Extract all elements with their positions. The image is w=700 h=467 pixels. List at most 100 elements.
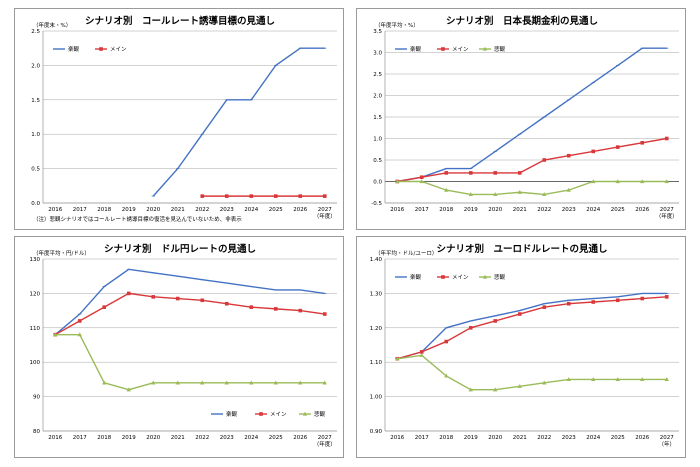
y-tick-label: 130 <box>30 257 41 263</box>
x-tick-label: 2019 <box>122 207 136 213</box>
x-tick-label: 2018 <box>97 207 111 213</box>
data-point-pessimistic <box>249 380 254 385</box>
data-point-main <box>640 296 645 301</box>
series-line-optimistic <box>152 47 325 197</box>
x-tick-label: 2026 <box>293 435 307 441</box>
usdjpy-chart: シナリオ別 ドル円レートの見通し （年度平均・円/ドル） 80 90 100 110 120… <box>30 243 337 448</box>
data-point-main <box>542 305 547 309</box>
legend-label-pessimistic: 悲観 <box>494 45 506 53</box>
data-point-main <box>322 312 327 316</box>
data-point-pessimistic <box>126 387 131 392</box>
x-tick-label: 2021 <box>171 207 185 213</box>
legend-label-optimistic: 楽観 <box>410 273 422 281</box>
chart-title: シナリオ別 ユーロドルレートの見通し <box>436 243 607 255</box>
series-line-optimistic <box>397 47 667 183</box>
data-point-main <box>419 175 424 179</box>
legend-label-main: メイン <box>452 47 469 53</box>
series-line-pessimistic <box>55 333 325 391</box>
x-tick-label: 2023 <box>220 207 234 213</box>
data-point-main <box>273 194 278 198</box>
x-tick-label: 2025 <box>611 207 625 213</box>
data-point-pessimistic <box>444 187 449 192</box>
legend-label-pessimistic: 悲観 <box>314 410 326 418</box>
x-tick-label: 2027 <box>660 435 674 441</box>
data-point-main <box>444 171 449 175</box>
data-point-pessimistic <box>395 356 400 361</box>
y-tick-label: 1.00 <box>370 395 383 401</box>
x-unit-label: （年） <box>658 440 675 448</box>
data-point-main <box>298 308 303 313</box>
legend-marker-pessimistic <box>482 46 488 51</box>
data-point-main <box>566 301 571 306</box>
x-tick-label: 2018 <box>439 435 453 441</box>
data-point-main <box>322 194 327 198</box>
y-tick-label: 2.0 <box>373 94 382 100</box>
x-tick-label: 2026 <box>635 207 649 213</box>
data-point-main <box>175 296 180 301</box>
data-point-main <box>224 301 229 306</box>
y-tick-label: 3.0 <box>373 51 382 57</box>
data-point-main <box>591 300 596 304</box>
x-tick-label: 2016 <box>390 435 404 441</box>
chart-title: シナリオ別 コールレート誘導目標の見通し <box>85 15 275 27</box>
x-tick-label: 2024 <box>586 207 600 213</box>
eurusd-chart: シナリオ別 ユーロドルレートの見通し（年平均・ドル/ユーロ） 0.90 1.00 1.… <box>370 243 679 448</box>
x-tick-label: 2020 <box>488 435 502 441</box>
legend-label-main: メイン <box>110 47 127 53</box>
y-tick-label: 2.0 <box>31 63 40 69</box>
data-point-pessimistic <box>542 192 547 196</box>
data-point-main <box>542 158 547 162</box>
legend-marker-main <box>259 412 263 416</box>
unit-label: （年度平均・円/ドル） <box>33 249 90 257</box>
series-line-main <box>397 296 667 360</box>
y-tick-label: 1.30 <box>370 291 383 297</box>
x-tick-label: 2027 <box>318 435 332 441</box>
footnote: （注）悲観シナリオではコールレート誘導目標の復活を見込んでいないため、非表示 <box>33 215 242 223</box>
x-tick-label: 2022 <box>537 207 551 213</box>
chart-title: シナリオ別 ドル円レートの見通し <box>104 243 256 255</box>
data-point-pessimistic <box>322 380 327 385</box>
data-point-pessimistic <box>640 377 645 381</box>
chart-panel-eurusd: シナリオ別 ユーロドルレートの見通し （年平均・ドル/ユーロ） 0.90 1.00 1.… <box>356 236 686 458</box>
y-tick-label: 1.0 <box>31 132 40 138</box>
data-point-main <box>468 326 473 330</box>
data-point-pessimistic <box>566 187 571 192</box>
y-tick-label: 100 <box>30 360 41 366</box>
chart-panel-jgb-yield: シナリオ別 日本長期金利の見通し （年度平均・%） -0.5 0.0 0.5 1.0 1.5… <box>356 8 686 230</box>
data-point-pessimistic <box>591 179 596 184</box>
data-point-pessimistic <box>200 380 205 385</box>
data-point-main <box>517 312 522 316</box>
x-tick-label: 2027 <box>660 207 674 213</box>
data-point-pessimistic <box>53 332 58 337</box>
x-tick-label: 2019 <box>464 435 478 441</box>
y-tick-label: 1.10 <box>370 360 383 366</box>
x-tick-label: 2018 <box>439 207 453 213</box>
y-tick-label: 1.0 <box>373 137 382 143</box>
x-tick-label: 2022 <box>195 435 209 441</box>
x-tick-label: 2017 <box>73 435 87 441</box>
legend-marker-main <box>99 47 103 51</box>
data-point-pessimistic <box>591 377 596 381</box>
y-tick-label: 0.5 <box>373 158 382 164</box>
data-point-pessimistic <box>419 353 424 357</box>
series-line-main <box>397 137 667 183</box>
data-point-main <box>273 307 278 311</box>
x-tick-label: 2025 <box>269 207 283 213</box>
y-tick-label: 120 <box>30 291 41 297</box>
y-tick-label: 2.5 <box>31 29 40 35</box>
data-point-pessimistic <box>493 192 498 196</box>
x-tick-label: 2017 <box>415 435 429 441</box>
y-tick-label: -0.5 <box>371 201 382 207</box>
x-tick-label: 2017 <box>73 207 87 213</box>
x-tick-label: 2022 <box>195 207 209 213</box>
long-term-rate-chart: シナリオ別 日本長期金利の見通し （年度平均・%） -0.5 0.0 0.5 1.0 1.5… <box>371 15 679 220</box>
x-tick-label: 2020 <box>146 435 160 441</box>
data-point-main <box>200 298 205 303</box>
data-point-pessimistic <box>542 380 547 385</box>
y-tick-label: 0.0 <box>373 180 382 186</box>
data-point-pessimistic <box>395 179 400 184</box>
y-tick-label: 110 <box>30 326 41 332</box>
x-tick-label: 2027 <box>318 207 332 213</box>
legend-marker-pessimistic <box>302 411 308 416</box>
series-line-pessimistic <box>397 180 667 196</box>
